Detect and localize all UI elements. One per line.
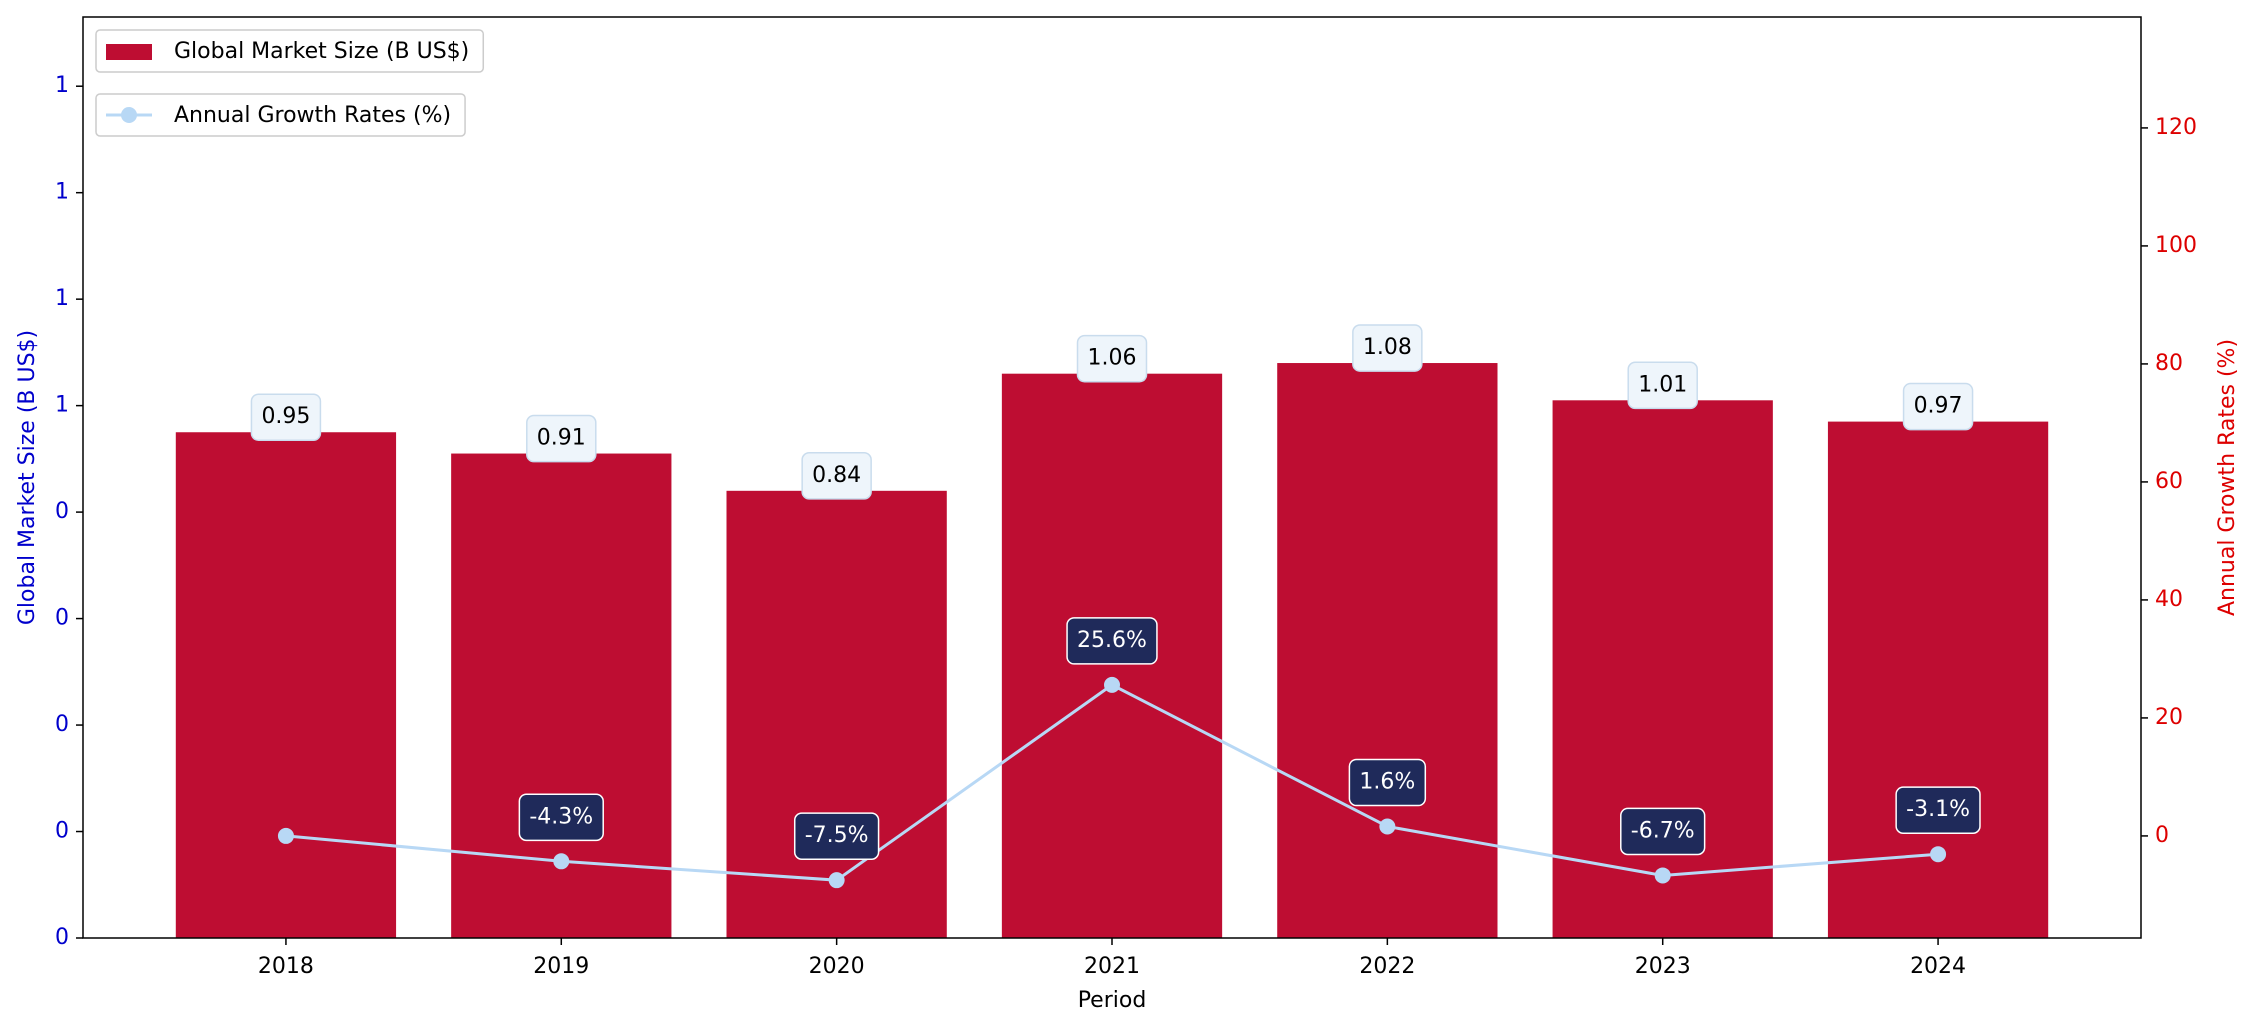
data-label-box	[1895, 786, 1981, 835]
data-label: 1.6%	[1359, 769, 1415, 794]
data-label-group: 0.95	[250, 393, 322, 442]
bar	[1552, 400, 1773, 938]
legend-box	[95, 93, 466, 137]
data-label-box	[1076, 334, 1148, 383]
y-tick-label: 0	[55, 606, 69, 631]
legend-swatch	[106, 44, 152, 60]
data-label-group: 1.6%	[1348, 758, 1427, 807]
bar	[726, 490, 947, 938]
data-label: -3.1%	[1906, 797, 1970, 822]
y2-tick-label: 0	[2155, 823, 2169, 848]
data-label: 0.97	[1914, 394, 1963, 419]
legend: Global Market Size (B US$)	[95, 29, 485, 73]
data-label-group: 1.08	[1352, 324, 1423, 372]
data-label-group: -3.1%	[1895, 786, 1981, 835]
data-label: 25.6%	[1077, 628, 1147, 653]
data-label-box	[1348, 758, 1427, 807]
y-tick-label: 1	[55, 73, 69, 98]
legend: Annual Growth Rates (%)	[95, 93, 466, 137]
y2-tick-label: 20	[2155, 705, 2183, 730]
point	[1104, 676, 1120, 693]
data-label-group: -4.3%	[518, 793, 604, 842]
y-tick-label: 1	[55, 393, 69, 418]
point	[1930, 846, 1947, 863]
y-tick-label: 0	[55, 925, 69, 950]
x-tick-label: 2023	[1635, 954, 1691, 979]
y-tick-label: 0	[55, 499, 69, 524]
legend-label: Annual Growth Rates (%)	[174, 103, 451, 128]
lines	[277, 676, 1947, 889]
y2-tick-label: 100	[2155, 233, 2197, 258]
y-tick-label: 1	[55, 180, 69, 205]
data-label-box	[526, 414, 597, 463]
data-label-group: 0.84	[801, 452, 872, 500]
y-tick-label: 1	[55, 286, 69, 311]
bars	[175, 363, 2049, 938]
data-label-box	[1627, 361, 1698, 410]
data-label-box	[1066, 617, 1158, 665]
data-label: -6.7%	[1631, 818, 1695, 843]
x-tick-label: 2022	[1359, 954, 1415, 979]
bar	[1277, 363, 1498, 938]
data-label: 1.06	[1088, 346, 1137, 371]
data-label-group: -7.5%	[793, 812, 880, 860]
bar	[175, 432, 397, 938]
y-tick-label: 0	[55, 712, 69, 737]
data-label-box	[1620, 807, 1706, 856]
point	[1379, 818, 1396, 835]
data-label-group: 1.06	[1076, 334, 1148, 383]
legend-box	[95, 29, 485, 73]
point	[1654, 867, 1671, 884]
data-label-box	[1902, 382, 1974, 431]
labels: 0.95 0.91 0.84 1.06 1.08 1.01 0.97 -4.3% -7.5% 25…	[250, 324, 1981, 860]
x-tick-label: 2020	[809, 954, 865, 979]
data-label-box	[793, 812, 880, 860]
x-tick-label: 2018	[258, 954, 314, 979]
y2-tick-label: 120	[2155, 115, 2197, 140]
legend-marker	[121, 107, 137, 123]
data-label-box	[518, 793, 604, 842]
data-label: 1.08	[1363, 335, 1412, 360]
data-label-box	[801, 452, 872, 500]
data-label: 1.01	[1638, 372, 1687, 397]
data-label: 0.84	[812, 463, 861, 488]
x-axis-label: Period	[1078, 988, 1147, 1013]
data-label-box	[250, 393, 322, 442]
data-label-group: 1.01	[1627, 361, 1698, 410]
y-axis-label: Global Market Size (B US$)	[15, 330, 40, 625]
data-label-group: -6.7%	[1620, 807, 1706, 856]
point	[828, 872, 845, 889]
data-label-group: 0.97	[1902, 382, 1974, 431]
data-label: 0.91	[537, 426, 586, 451]
data-label: -7.5%	[805, 823, 869, 848]
point	[553, 853, 570, 870]
legend-label: Global Market Size (B US$)	[174, 39, 469, 64]
data-label-group: 25.6%	[1066, 617, 1158, 665]
y-tick-label: 0	[55, 819, 69, 844]
data-label: 0.95	[261, 404, 310, 429]
data-label-group: 0.91	[526, 414, 597, 463]
y2-tick-label: 40	[2155, 587, 2183, 612]
x-tick-label: 2021	[1084, 954, 1140, 979]
x-tick-label: 2024	[1910, 954, 1966, 979]
point	[277, 827, 294, 844]
data-label: -4.3%	[529, 804, 593, 829]
y2-axis-label: Annual Growth Rates (%)	[2215, 339, 2240, 616]
y2-tick-label: 60	[2155, 469, 2183, 494]
y2-tick-label: 80	[2155, 351, 2183, 376]
x-tick-label: 2019	[533, 954, 589, 979]
data-label-box	[1352, 324, 1423, 372]
